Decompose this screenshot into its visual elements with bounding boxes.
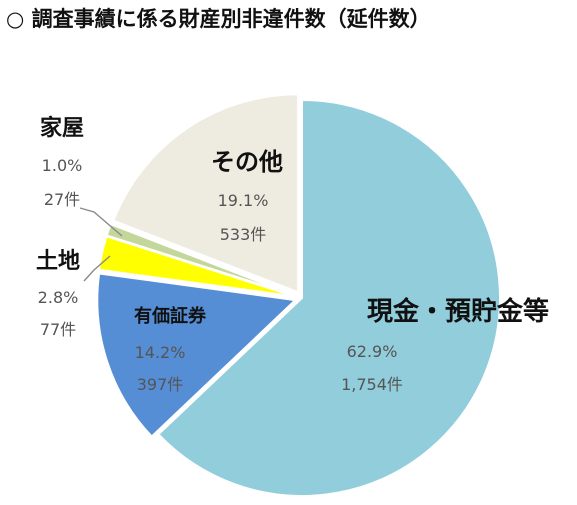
pie-slice (156, 98, 501, 497)
pie-slice (112, 93, 300, 294)
pie-slice (96, 272, 298, 438)
labels-layer: 現金・預貯金等 62.9% 1,754件 有価証券 14.2% 397件 土地 2.8% 77件… (36, 115, 549, 394)
slice-percent-label: 2.8% (38, 288, 79, 307)
slice-name-label: 土地 (36, 249, 80, 274)
slice-count-label: 77件 (40, 320, 76, 339)
slice-name-label: 有価証券 (134, 305, 207, 327)
leader-line (79, 207, 123, 237)
slice-count-label: 397件 (137, 375, 184, 394)
slice-percent-label: 19.1% (218, 191, 269, 210)
slice-percent-label: 62.9% (347, 342, 398, 361)
slices-layer (96, 93, 501, 497)
leader-line (83, 255, 111, 282)
leader-lines (79, 207, 123, 282)
slice-name-label: 家屋 (40, 115, 84, 141)
slice-percent-label: 14.2% (135, 343, 186, 362)
slice-percent-label: 1.0% (42, 156, 83, 175)
chart-title: ○ 調査事績に係る財産別非違件数（延件数） (6, 7, 431, 31)
slice-count-label: 1,754件 (341, 375, 403, 394)
slice-count-label: 27件 (44, 190, 80, 209)
slice-count-label: 533件 (220, 225, 267, 244)
slice-name-label: 現金・預貯金等 (367, 296, 549, 327)
slice-name-label: その他 (211, 148, 283, 176)
pie-slice (105, 222, 296, 297)
